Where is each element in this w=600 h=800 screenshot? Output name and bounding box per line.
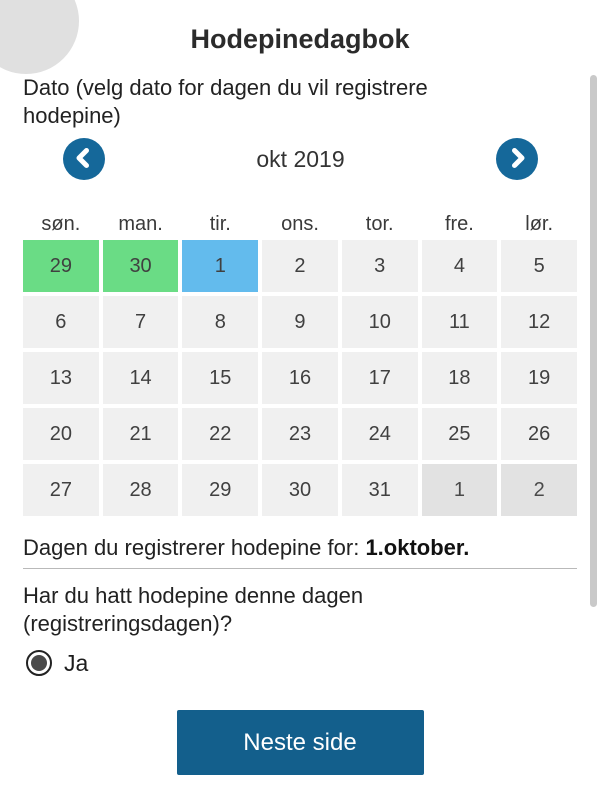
calendar-day[interactable]: 11: [421, 296, 498, 348]
calendar-day[interactable]: 31: [341, 464, 418, 516]
calendar-day[interactable]: 14: [102, 352, 179, 404]
calendar-day[interactable]: 22: [182, 408, 259, 460]
calendar-day[interactable]: 2: [262, 240, 338, 292]
chevron-right-icon: [505, 146, 529, 173]
registration-summary: Dagen du registrerer hodepine for: 1.okt…: [23, 534, 577, 562]
weekday-label: lør.: [525, 213, 554, 235]
calendar-day[interactable]: 17: [341, 352, 418, 404]
weekday-label: fre.: [444, 213, 474, 235]
calendar-day[interactable]: 12: [501, 296, 577, 348]
weekday-label: ons.: [281, 213, 319, 235]
calendar-day[interactable]: 1: [182, 240, 259, 292]
calendar-day[interactable]: 3: [341, 240, 418, 292]
radio-dot: [31, 655, 47, 671]
previous-month-button[interactable]: [63, 138, 105, 180]
calendar-day[interactable]: 20: [23, 408, 99, 460]
calendar-day[interactable]: 27: [23, 464, 99, 516]
calendar-day[interactable]: 18: [421, 352, 498, 404]
headache-question: Har du hatt hodepine denne dagen (regist…: [23, 583, 364, 636]
calendar-day[interactable]: 16: [262, 352, 338, 404]
calendar-day[interactable]: 30: [102, 240, 179, 292]
calendar-grid: 29 30 1 2 3 4 5 6 7 8 9 10 11 12 13 14 15 16 17 18 19 20 21 22 2…: [23, 240, 577, 516]
weekday-label: man.: [118, 213, 163, 235]
next-page-button[interactable]: Neste side: [176, 710, 424, 775]
date-section-label: Dato (velg dato for dagen du vil registr…: [23, 75, 428, 128]
calendar-day[interactable]: 29: [182, 464, 259, 516]
calendar-day[interactable]: 19: [501, 352, 577, 404]
calendar-day[interactable]: 24: [341, 408, 418, 460]
radio-button-selected-icon[interactable]: [26, 650, 52, 676]
calendar-day[interactable]: 26: [501, 408, 577, 460]
calendar-day[interactable]: 25: [421, 408, 498, 460]
page-title: Hodepinedagbok: [190, 24, 410, 54]
calendar-day[interactable]: 9: [262, 296, 338, 348]
calendar-day[interactable]: 28: [102, 464, 179, 516]
divider: [23, 568, 577, 569]
calendar-day[interactable]: 2: [501, 464, 577, 516]
calendar-day[interactable]: 29: [23, 240, 99, 292]
calendar-day[interactable]: 1: [421, 464, 498, 516]
summary-prefix: Dagen du registrerer hodepine for:: [23, 535, 366, 560]
back-button[interactable]: [0, 0, 79, 74]
calendar-day[interactable]: 21: [102, 408, 179, 460]
radio-option-ja[interactable]: Ja: [26, 648, 600, 678]
summary-date-value: 1.oktober.: [365, 535, 470, 560]
weekday-label: søn.: [41, 213, 81, 235]
weekday-row: søn. man. tir. ons. tor. fre. lør.: [23, 212, 577, 236]
calendar-day[interactable]: 30: [262, 464, 338, 516]
calendar-day[interactable]: 23: [262, 408, 338, 460]
calendar-navigation: okt 2019: [0, 138, 600, 180]
scrollbar-thumb[interactable]: [590, 75, 597, 607]
calendar-day[interactable]: 10: [341, 296, 418, 348]
chevron-left-icon: [72, 146, 96, 173]
calendar-day[interactable]: 5: [501, 240, 577, 292]
calendar-day[interactable]: 8: [182, 296, 259, 348]
radio-option-label: Ja: [64, 649, 89, 676]
calendar-day[interactable]: 15: [182, 352, 259, 404]
month-label: okt 2019: [256, 145, 345, 172]
next-month-button[interactable]: [496, 138, 538, 180]
calendar-day[interactable]: 6: [23, 296, 99, 348]
calendar-day[interactable]: 7: [102, 296, 179, 348]
weekday-label: tor.: [365, 213, 394, 235]
calendar-day[interactable]: 13: [23, 352, 99, 404]
weekday-label: tir.: [209, 213, 231, 235]
calendar-day[interactable]: 4: [421, 240, 498, 292]
